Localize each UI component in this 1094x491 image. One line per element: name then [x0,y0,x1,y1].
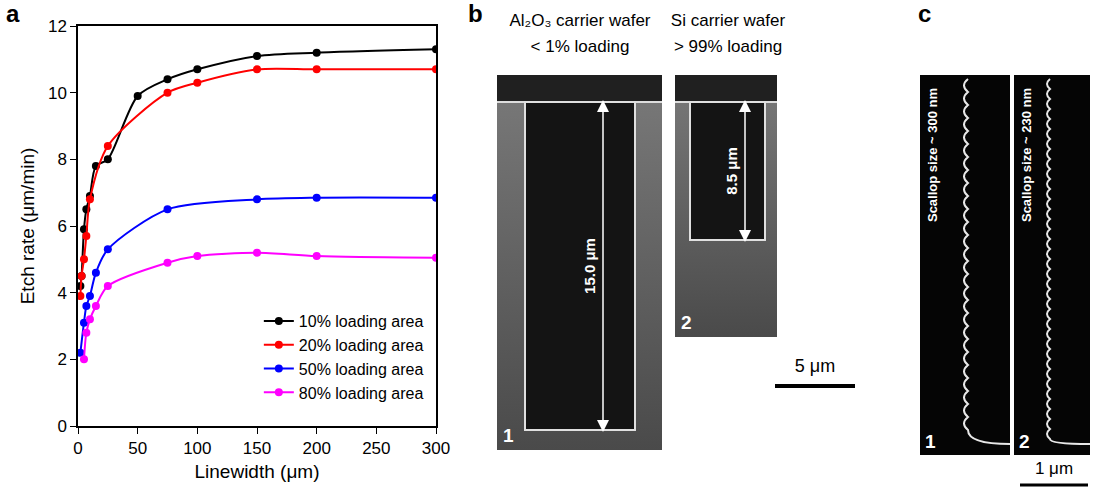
svg-text:4: 4 [57,284,66,303]
svg-text:b: b [468,0,483,27]
svg-text:6: 6 [57,217,66,236]
svg-text:2: 2 [57,350,66,369]
svg-text:20% loading area: 20% loading area [299,337,424,354]
svg-text:80% loading area: 80% loading area [299,385,424,402]
html-text:a: a [6,0,20,27]
svg-text:Scallop size ~ 300 nm: Scallop size ~ 300 nm [925,88,940,222]
svg-text:1: 1 [503,425,514,446]
svg-text:10: 10 [48,84,67,103]
svg-text:50: 50 [128,439,147,458]
svg-text:< 1% loading: < 1% loading [531,37,630,56]
svg-text:12: 12 [48,17,67,36]
svg-text:2: 2 [1019,431,1030,452]
svg-text:Linewidth (μm): Linewidth (μm) [195,461,320,482]
svg-text:Scallop size ~ 230 nm: Scallop size ~ 230 nm [1019,88,1034,222]
svg-text:Si carrier wafer: Si carrier wafer [671,11,786,30]
svg-text:> 99% loading: > 99% loading [674,37,782,56]
svg-text:250: 250 [362,439,390,458]
svg-text:0: 0 [73,439,82,458]
svg-text:0: 0 [57,417,66,436]
svg-text:2: 2 [681,312,692,333]
svg-text:c: c [918,0,931,27]
svg-text:100: 100 [183,439,211,458]
svg-text:15.0 μm: 15.0 μm [581,238,598,294]
svg-text:150: 150 [243,439,271,458]
svg-text:8: 8 [57,150,66,169]
svg-text:300: 300 [422,439,450,458]
svg-text:50% loading area: 50% loading area [299,361,424,378]
svg-text:5 μm: 5 μm [795,356,835,376]
svg-text:8.5 μm: 8.5 μm [723,147,740,195]
svg-text:Etch rate (μm/min): Etch rate (μm/min) [17,148,38,305]
svg-text:Al₂O₃ carrier wafer: Al₂O₃ carrier wafer [509,11,650,30]
svg-text:1: 1 [925,431,936,452]
svg-text:200: 200 [302,439,330,458]
svg-text:10% loading area: 10% loading area [299,313,424,330]
svg-text:1 μm: 1 μm [1035,459,1073,478]
